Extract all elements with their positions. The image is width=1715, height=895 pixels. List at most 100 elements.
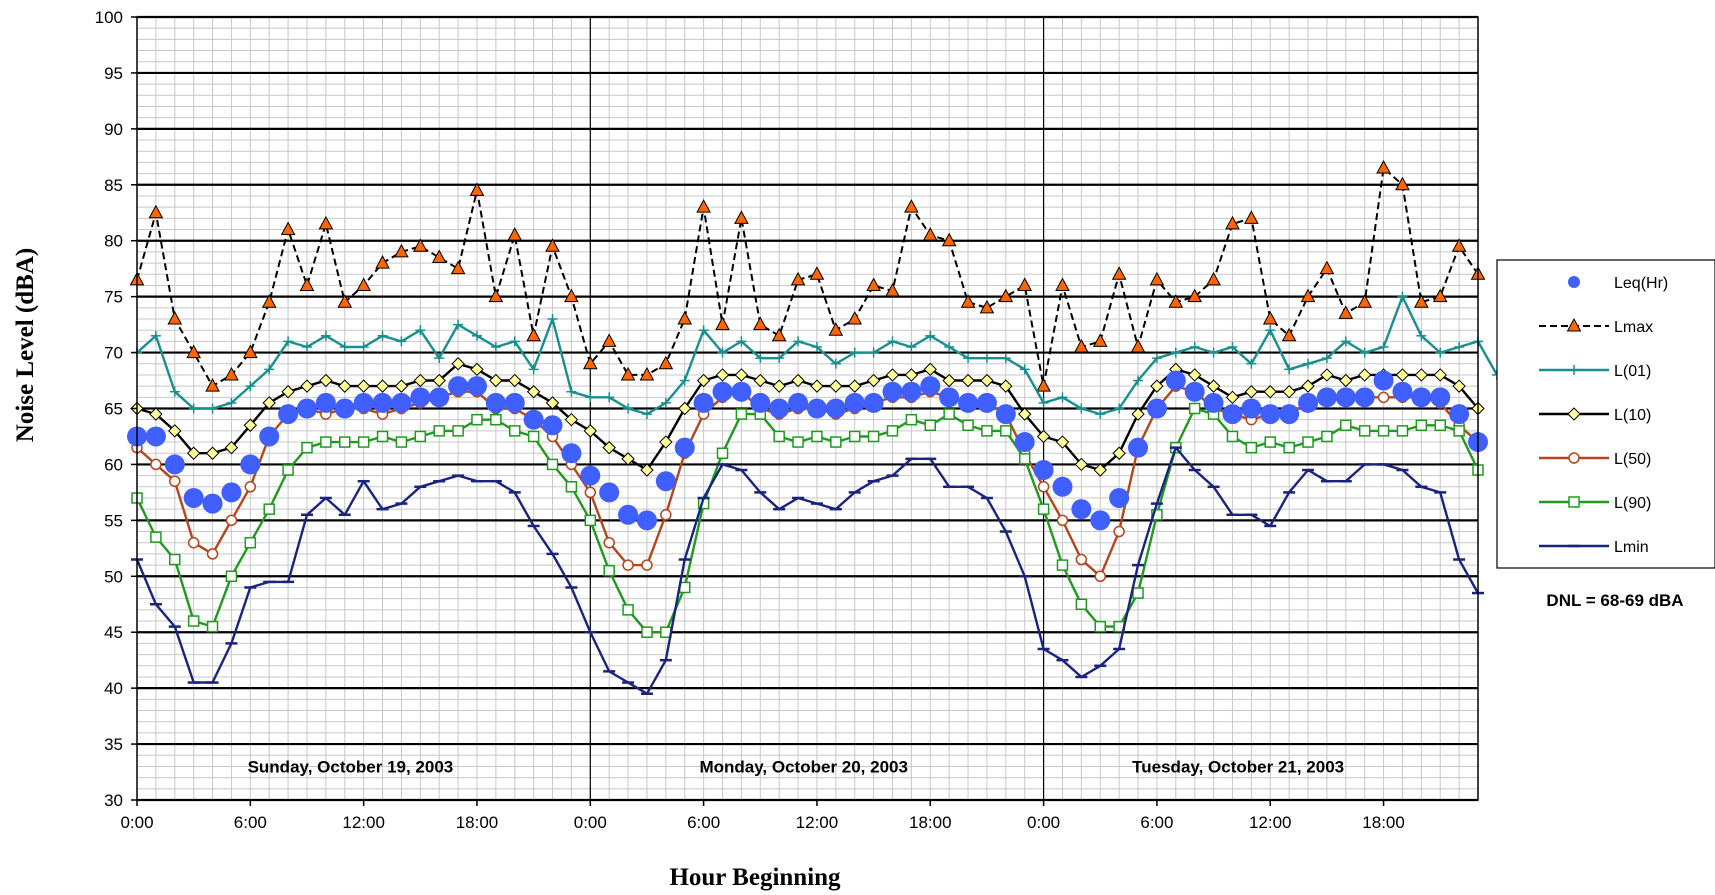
y-axis-title: Noise Level (dBA) [12, 248, 39, 442]
l90-point [527, 430, 540, 443]
l01-point [1189, 341, 1200, 352]
x-tick-label: 12:00 [796, 813, 839, 832]
l10-point [678, 401, 692, 416]
l90-point [1094, 620, 1107, 633]
l50-point [584, 486, 597, 499]
leq-point [466, 376, 487, 397]
legend-entry-lmax: Lmax [1539, 317, 1653, 336]
l10-point [375, 379, 390, 393]
l01-point [1019, 364, 1030, 375]
lmax-point [1074, 338, 1089, 353]
l10-point [432, 373, 446, 388]
leq-point [882, 381, 903, 402]
l50-point [1113, 525, 1125, 538]
leq-point [636, 510, 657, 531]
l90-point [1132, 587, 1144, 599]
l10-point [338, 379, 352, 393]
leq-point [1165, 370, 1186, 391]
l01-point [717, 347, 728, 358]
leq-point [825, 398, 846, 419]
y-tick-label: 30 [104, 791, 123, 810]
l01-point [623, 403, 634, 414]
l10-point [1017, 407, 1032, 421]
l10-point [1282, 385, 1296, 399]
l10-point [772, 379, 786, 393]
l01-point [1170, 347, 1181, 358]
legend-entry-l10: L(10) [1539, 407, 1651, 424]
l90-point [1188, 402, 1201, 415]
y-tick-label: 40 [104, 679, 123, 698]
l90-point [169, 553, 181, 566]
l01-point [925, 330, 936, 341]
l01-point [264, 364, 275, 375]
dnl-annotation: DNL = 68-69 dBA [1546, 591, 1683, 610]
l10-point [942, 373, 956, 388]
l10-point [1414, 368, 1429, 382]
lmax-point [450, 260, 466, 275]
x-tick-label: 12:00 [342, 813, 385, 832]
lmax-point [696, 199, 711, 213]
l10-point [583, 424, 598, 438]
l10-point [1357, 368, 1372, 382]
lmax-point [318, 215, 334, 230]
series-l01 [132, 291, 1502, 420]
l90-point [1245, 441, 1258, 454]
l01-point [169, 386, 180, 397]
l90-point [1302, 436, 1314, 448]
axis-layer: 30 35 40 45 50 55 60 65 70 75 80 85 90 95 100 0:00 6:00 1… [95, 8, 1479, 832]
y-tick-label: 60 [104, 455, 123, 474]
l90-point [263, 503, 275, 515]
lmax-point [526, 327, 541, 342]
l90-point [943, 408, 955, 420]
l10-point [413, 373, 428, 388]
x-tick-label: 6:00 [687, 813, 720, 832]
leq-point [976, 392, 997, 413]
l50-point [641, 559, 653, 571]
leq-point [995, 404, 1016, 425]
lmax-point [545, 238, 560, 252]
leq-point [1014, 432, 1035, 453]
l90-point [1264, 436, 1276, 448]
lmax-point [375, 255, 390, 269]
lmax-point [734, 210, 749, 224]
l90-point [395, 436, 408, 448]
y-tick-label: 35 [104, 735, 123, 754]
day-label: Sunday, October 19, 2003 [248, 757, 454, 776]
l90-point [282, 464, 294, 476]
legend-box [1496, 259, 1715, 569]
l01-point [868, 347, 879, 358]
l01-point [1265, 325, 1276, 336]
l01-point [981, 353, 992, 364]
leq-point [429, 387, 450, 408]
legend: Leq(Hr) Lmax L(01) L(10) L(50) L(90) Lmin [1496, 259, 1715, 569]
l01-point [1151, 353, 1162, 364]
l01-point [301, 341, 312, 352]
l01-point [1397, 291, 1408, 302]
leq-point [240, 454, 261, 475]
leq-point [1430, 387, 1451, 408]
lmax-point [1130, 338, 1146, 353]
l01-point [207, 403, 218, 414]
l90-point [225, 570, 238, 583]
l50-point [169, 475, 181, 487]
lmax-point [885, 283, 900, 297]
leq-point [806, 398, 827, 419]
lmax-point [186, 344, 202, 359]
lmax-point [261, 294, 277, 308]
l90-point [867, 430, 880, 443]
l10-point [696, 373, 711, 388]
l10-point [205, 446, 220, 460]
l01-point [358, 341, 369, 352]
l10-point [1263, 385, 1277, 399]
l10-point [1395, 368, 1410, 382]
l10-point [980, 373, 994, 388]
l01-point [906, 341, 917, 352]
lmax-point [337, 294, 353, 308]
l01-point [849, 347, 860, 358]
lmax-point [1149, 271, 1165, 286]
lmax-point [1092, 333, 1108, 347]
lmax-point [1225, 215, 1240, 230]
leq-point [1109, 487, 1130, 508]
l10-point [734, 368, 749, 382]
l90-point [187, 615, 200, 627]
